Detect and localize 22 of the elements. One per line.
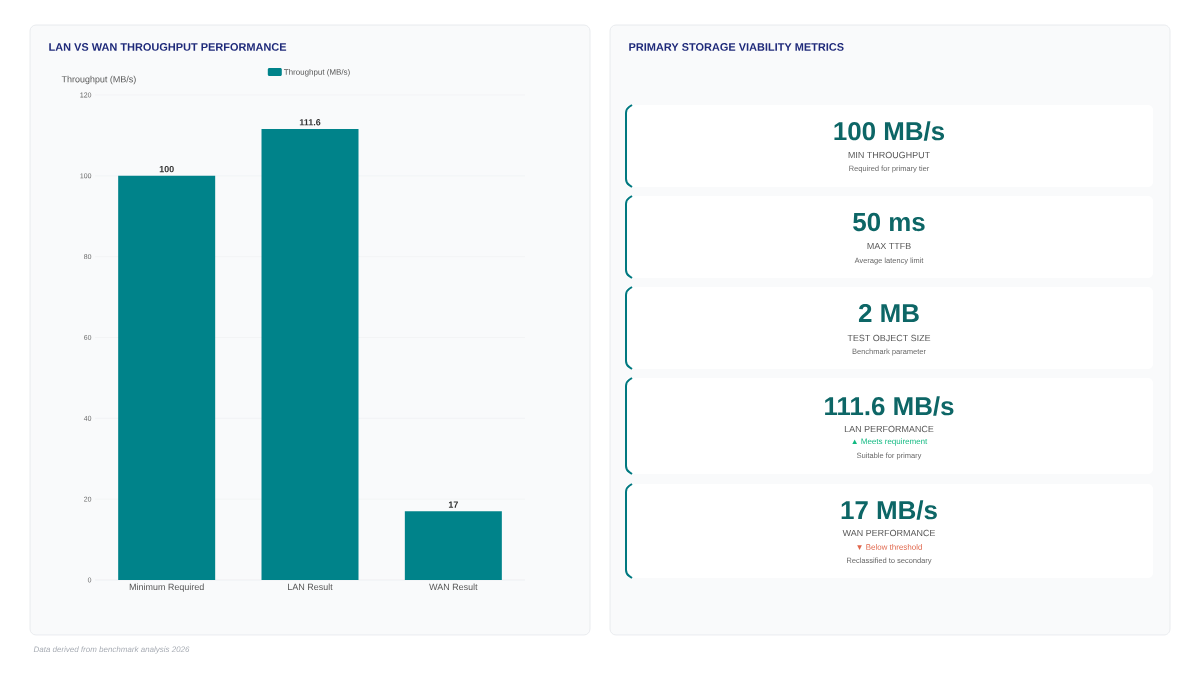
bar <box>118 175 216 580</box>
text: TEST OBJECT SIZE <box>847 334 931 342</box>
data-label: 17 <box>448 501 458 508</box>
text: WAN PERFORMANCE <box>842 529 936 537</box>
text: 111.6 MB/s <box>825 396 954 416</box>
text: 17 MB/s <box>841 500 937 520</box>
text: PRIMARY STORAGE VIABILITY METRICS <box>629 43 844 51</box>
x-tick-label: Minimum Required <box>129 583 204 592</box>
data-label: 111.6 <box>299 119 321 126</box>
chart-title: LAN VS WAN THROUGHPUT PERFORMANCE <box>49 43 287 51</box>
text: LAN PERFORMANCE <box>844 425 934 433</box>
data-label: 100 <box>159 165 174 173</box>
x-tick-label: LAN Result <box>288 583 333 591</box>
x-tick-label: WAN Result <box>429 583 478 591</box>
bar <box>261 128 359 580</box>
text: 2 MB <box>858 303 919 323</box>
text: 100 MB/s <box>834 121 945 141</box>
y-axis-title: Throughput (MB/s) <box>61 75 136 85</box>
bar <box>404 511 502 580</box>
text: MIN THROUGHPUT <box>848 151 930 159</box>
text: 50 ms <box>853 212 925 232</box>
text: MAX TTFB <box>867 242 911 250</box>
